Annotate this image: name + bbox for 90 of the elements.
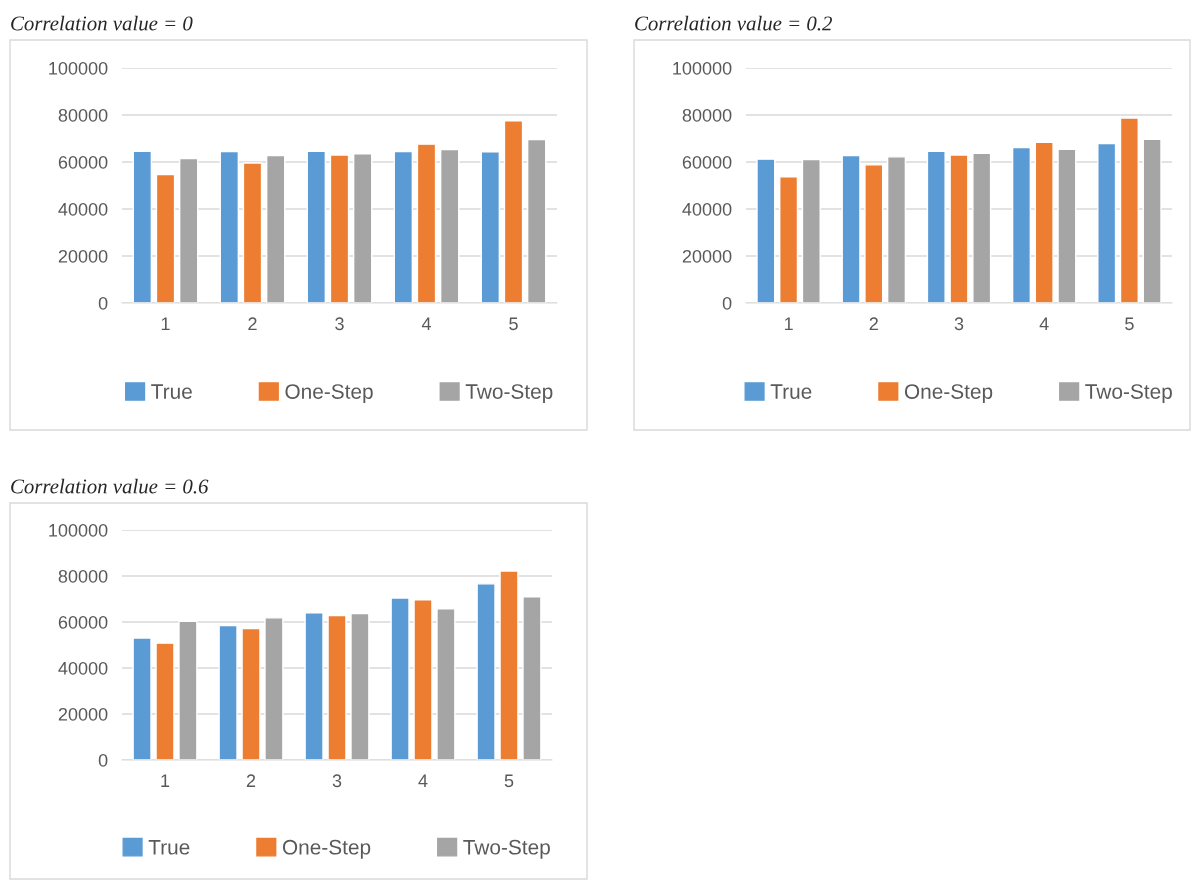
- chart-title: Correlation value = 0.6: [11, 478, 209, 494]
- bar: [1057, 148, 1077, 303]
- bar: [265, 154, 286, 303]
- bar: [503, 120, 524, 303]
- bar: [390, 597, 410, 760]
- x-tick-label: 3: [335, 317, 344, 331]
- bar: [132, 637, 152, 760]
- legend-label: True: [148, 840, 190, 855]
- legend-label: True: [151, 384, 192, 399]
- y-tick-label: 100000: [49, 523, 108, 537]
- x-tick-label: 1: [161, 317, 170, 330]
- bar: [801, 158, 821, 303]
- y-tick-label: 20000: [58, 707, 108, 721]
- x-tick-label: 4: [421, 317, 431, 330]
- bar: [352, 153, 373, 303]
- x-tick-label: 4: [1039, 317, 1049, 330]
- legend-label: Two-Step: [1085, 384, 1172, 404]
- bar: [886, 156, 907, 303]
- bar: [779, 176, 799, 303]
- legend-label: One-Step: [285, 384, 373, 404]
- bar: [264, 617, 284, 760]
- y-tick-label: 80000: [58, 569, 108, 583]
- x-tick-label: 5: [1125, 317, 1134, 331]
- legend-label: True: [770, 384, 812, 399]
- y-tick-label: 40000: [682, 202, 732, 216]
- bar: [393, 150, 414, 303]
- x-tick-label: 2: [248, 317, 257, 330]
- x-tick-label: 1: [784, 317, 793, 330]
- bar: [1119, 117, 1139, 303]
- bar: [1142, 138, 1162, 303]
- x-tick-label: 2: [869, 317, 878, 330]
- bar: [306, 150, 327, 303]
- bar: [926, 150, 946, 303]
- x-tick-label: 1: [161, 774, 170, 787]
- y-tick-label: 0: [98, 296, 108, 310]
- y-tick-label: 20000: [682, 249, 732, 263]
- x-tick-label: 3: [954, 317, 964, 331]
- bar: [218, 624, 238, 760]
- x-tick-label: 3: [332, 774, 342, 788]
- bar: [480, 151, 501, 303]
- bar: [972, 152, 992, 303]
- bar: [155, 173, 176, 303]
- bar: [526, 138, 547, 303]
- bar: [439, 148, 460, 303]
- bar: [219, 150, 240, 303]
- bar: [327, 614, 347, 760]
- chart-title: Correlation value = 0.2: [635, 15, 832, 31]
- bar: [522, 596, 542, 760]
- bar: [476, 583, 496, 760]
- y-tick-label: 60000: [58, 615, 108, 629]
- bar: [155, 642, 175, 760]
- bar: [1097, 142, 1117, 303]
- y-tick-label: 100000: [49, 61, 108, 75]
- bar: [864, 164, 884, 303]
- y-tick-label: 60000: [682, 155, 732, 169]
- x-tick-label: 5: [509, 317, 518, 331]
- bar: [132, 150, 153, 303]
- bar: [416, 143, 437, 303]
- y-tick-label: 0: [722, 296, 732, 310]
- bar: [304, 612, 324, 760]
- bar: [436, 608, 456, 760]
- bar: [350, 612, 370, 760]
- y-tick-label: 80000: [58, 108, 108, 122]
- y-tick-label: 100000: [673, 61, 732, 75]
- legend-label: One-Step: [282, 839, 371, 859]
- y-tick-label: 60000: [58, 155, 108, 169]
- bar: [178, 620, 198, 760]
- bar: [178, 157, 199, 303]
- legend-label: Two-Step: [463, 839, 550, 859]
- y-tick-label: 20000: [58, 249, 108, 263]
- bar: [756, 158, 776, 303]
- bar: [241, 627, 261, 760]
- y-tick-label: 40000: [58, 661, 108, 675]
- bar: [1034, 141, 1054, 303]
- x-tick-label: 2: [246, 774, 256, 787]
- bar: [499, 570, 519, 760]
- x-tick-label: 4: [418, 774, 428, 787]
- bar: [841, 154, 861, 303]
- bar: [329, 154, 350, 303]
- chart-title: Correlation value = 0: [11, 15, 193, 31]
- x-tick-label: 5: [504, 774, 514, 788]
- y-tick-label: 40000: [58, 202, 108, 216]
- legend-label: Two-Step: [465, 384, 553, 404]
- bar: [949, 154, 969, 303]
- y-tick-label: 0: [98, 753, 108, 767]
- bar: [242, 162, 263, 303]
- y-tick-label: 80000: [682, 108, 732, 122]
- bar: [413, 599, 433, 760]
- legend-label: One-Step: [904, 384, 993, 404]
- bar: [1011, 146, 1032, 303]
